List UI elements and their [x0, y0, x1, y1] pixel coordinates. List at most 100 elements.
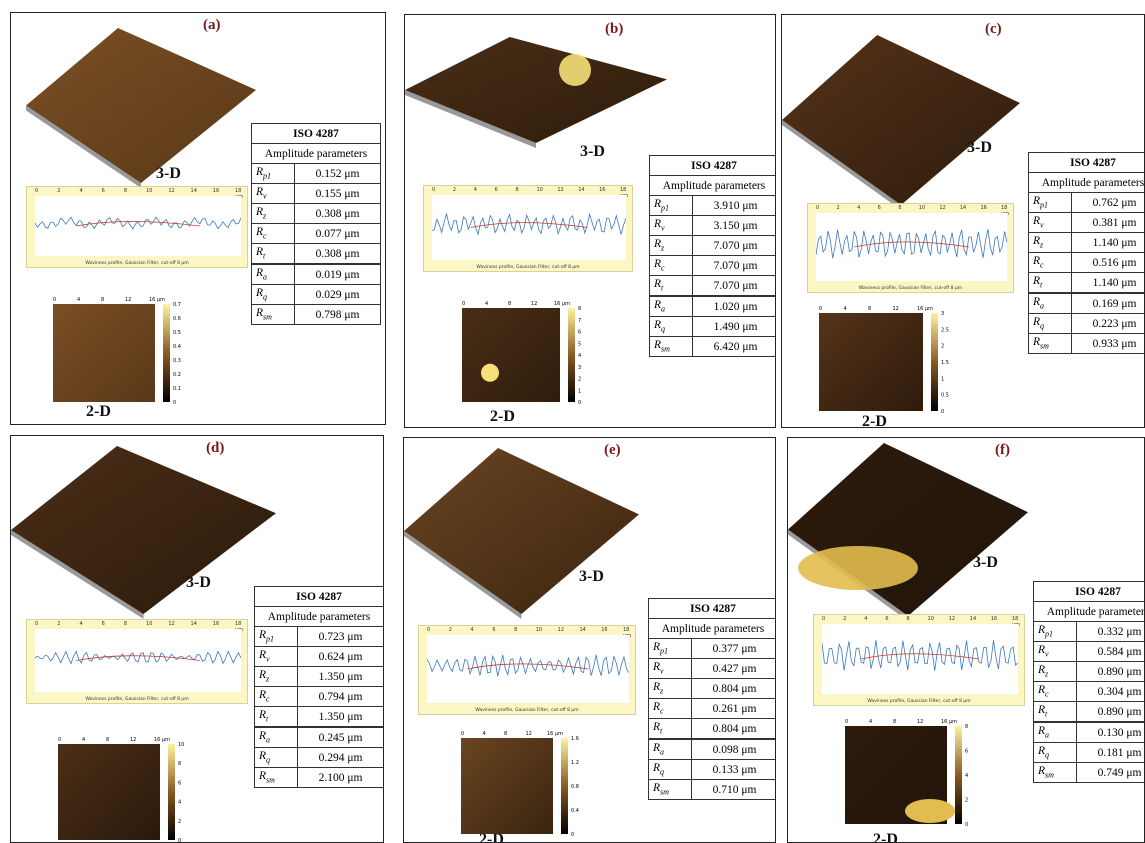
parameter-symbol: Rt [252, 244, 295, 265]
parameter-value: 0.308 μm [295, 204, 381, 224]
parameter-symbol: Rsm [252, 305, 295, 325]
table-row: Rv0.381 μm [1029, 213, 1145, 233]
table-row: Rsm6.420 μm [650, 337, 777, 357]
symbol-subscript: a [661, 305, 665, 314]
symbol: R [654, 198, 661, 210]
surface-top [788, 443, 1028, 616]
symbol-subscript: t [660, 727, 662, 736]
parameter-value: 0.624 μm [298, 647, 384, 667]
table-row: ISO 4287 [1034, 582, 1145, 602]
colorbar-tick: 2.5 [941, 327, 949, 333]
profile-x-tick: 10 [536, 187, 542, 193]
parameter-symbol: Rv [649, 659, 692, 679]
colorbar-tick: 10 [178, 742, 184, 748]
symbol: R [1038, 664, 1045, 676]
symbol: R [1033, 336, 1040, 348]
table-row: Amplitude parameters [650, 176, 777, 196]
profile-x-tick: 0 [35, 621, 38, 627]
symbol-subscript: v [1040, 221, 1044, 230]
symbol-subscript: q [1045, 751, 1049, 760]
symbol-subscript: p1 [660, 647, 668, 656]
symbol: R [256, 226, 263, 238]
parameter-symbol: Rq [650, 317, 693, 337]
symbol-subscript: q [263, 293, 267, 302]
table-subtitle: Amplitude parameters [252, 144, 381, 164]
table-row: Ra0.098 μm [649, 739, 777, 760]
parameter-symbol: Ra [252, 264, 295, 285]
colorbar-tick: 0.7 [173, 302, 181, 308]
symbol: R [653, 762, 660, 774]
parameter-value: 2.100 μm [298, 768, 384, 788]
map-x-tick: 0 [461, 731, 464, 737]
symbol: R [1033, 296, 1040, 308]
panel: (c)3-D2-D024681012141618 μmWaviness prof… [781, 14, 1145, 428]
colorbar-tick: 6 [178, 780, 181, 786]
profile-x-tick: 16 [991, 616, 997, 622]
table-title: ISO 4287 [650, 156, 777, 176]
surface-top [404, 448, 639, 614]
panel-label: (f) [995, 442, 1010, 459]
colorbar-tick: 3 [578, 365, 581, 371]
parameter-symbol: Rt [255, 707, 298, 728]
profile-x-tick: 10 [919, 205, 925, 211]
parameter-value: 0.890 μm [1077, 662, 1145, 682]
colorbar-tick: 0.6 [173, 316, 181, 322]
map-x-tick: 0 [462, 301, 465, 307]
map-x-tick: 8 [893, 719, 896, 725]
parameter-symbol: Rz [649, 679, 692, 699]
symbol-subscript: c [661, 264, 665, 273]
table-subtitle: Amplitude parameters [255, 607, 384, 627]
symbol: R [259, 730, 266, 742]
map-2d: 00.511.522.530481216 μm [807, 305, 981, 427]
colorbar-tick: 0.1 [173, 386, 181, 392]
table-subtitle: Amplitude parameters [650, 176, 777, 196]
view-3d-label: 3-D [579, 568, 604, 586]
table-row: ISO 4287 [1029, 153, 1145, 173]
symbol-subscript: v [660, 667, 664, 676]
symbol: R [653, 721, 660, 733]
parameter-value: 0.308 μm [295, 244, 381, 265]
map-x-tick: 0 [845, 719, 848, 725]
profile-x-tick: 12 [949, 616, 955, 622]
map-x-tick: 12 [130, 737, 136, 743]
symbol-subscript: c [263, 232, 267, 241]
parameter-symbol: Rv [1034, 642, 1077, 662]
symbol-subscript: sm [1045, 771, 1054, 780]
map-x-tick: 8 [101, 297, 104, 303]
profile-caption: Waviness profile, Gaussian Filter, cut-o… [419, 708, 635, 713]
waviness-line [854, 242, 969, 247]
parameter-value: 0.516 μm [1072, 253, 1145, 273]
table-row: Rv3.150 μm [650, 216, 777, 236]
profile-line [432, 214, 626, 234]
profile-plot [427, 635, 629, 703]
table-row: Amplitude parameters [1034, 602, 1145, 622]
table-title: ISO 4287 [1029, 153, 1145, 173]
table-row: Ra0.019 μm [252, 264, 381, 285]
profile-x-tick: 8 [514, 627, 517, 633]
parameter-value: 3.910 μm [693, 196, 777, 216]
table-title: ISO 4287 [255, 587, 384, 607]
parameter-value: 0.029 μm [295, 285, 381, 305]
table-row: Rq0.181 μm [1034, 743, 1145, 763]
symbol: R [259, 750, 266, 762]
profile-line [427, 655, 629, 676]
parameter-symbol: Rz [1034, 662, 1077, 682]
parameter-value: 0.261 μm [692, 699, 777, 719]
parameter-value: 0.152 μm [295, 164, 381, 184]
colorbar-tick: 1.5 [941, 360, 949, 366]
symbol: R [256, 307, 263, 319]
profile-x-tick: 0 [427, 627, 430, 633]
table-row: ISO 4287 [252, 124, 381, 144]
map-x-tick: 4 [844, 306, 847, 312]
profile-x-tick: 6 [885, 616, 888, 622]
symbol-subscript: t [661, 284, 663, 293]
parameter-symbol: Rz [252, 204, 295, 224]
table-row: Rz0.804 μm [649, 679, 777, 699]
symbol: R [654, 238, 661, 250]
panel: (f)3-D2-D024681012141618 μmWaviness prof… [787, 437, 1145, 843]
